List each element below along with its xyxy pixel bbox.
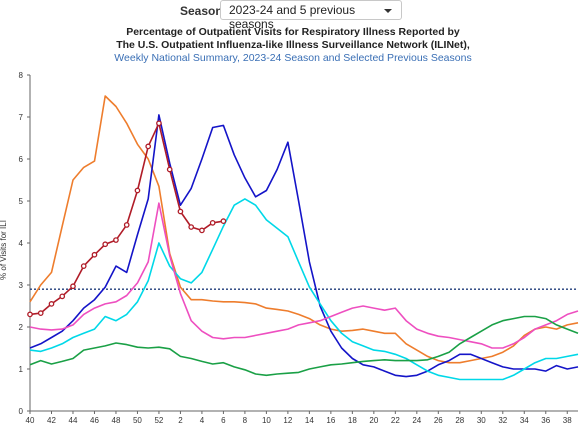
x-tick-label: 40 <box>26 416 35 425</box>
x-tick-label: 28 <box>455 416 464 425</box>
y-tick-label: 6 <box>19 155 24 164</box>
y-tick-label: 5 <box>19 197 24 206</box>
x-tick-label: 12 <box>283 416 292 425</box>
series-point <box>48 301 55 307</box>
series-line-1 <box>29 114 579 378</box>
season-dropdown-value: 2023-24 and 5 previous seasons <box>229 3 356 31</box>
series-point <box>166 166 173 173</box>
x-tick-label: 26 <box>434 416 443 425</box>
series-point <box>70 283 76 290</box>
x-tick-label: 10 <box>262 416 271 425</box>
chart-titles: Percentage of Outpatient Visits for Resp… <box>0 26 586 65</box>
series-point <box>91 251 98 258</box>
series-line-2 <box>29 198 579 381</box>
x-tick-label: 46 <box>90 416 99 425</box>
x-tick-label: 22 <box>391 416 400 425</box>
x-tick-label: 32 <box>498 416 507 425</box>
series-point <box>37 310 44 316</box>
x-tick-label: 48 <box>112 416 121 425</box>
series-point <box>209 219 216 226</box>
series-point <box>123 222 130 228</box>
chart-series <box>27 95 579 381</box>
x-tick-label: 44 <box>69 416 78 425</box>
chart-title-line2: The U.S. Outpatient Influenza-like Illne… <box>116 39 470 51</box>
y-tick-label: 4 <box>19 239 24 248</box>
x-tick-label: 2 <box>178 416 183 425</box>
y-tick-label: 1 <box>19 365 24 374</box>
series-point <box>80 263 87 269</box>
x-tick-label: 20 <box>369 416 378 425</box>
series-line-5 <box>29 122 224 316</box>
series-point <box>220 218 227 225</box>
series-line-3 <box>29 202 579 349</box>
x-tick-label: 52 <box>154 416 163 425</box>
series-point <box>59 293 66 300</box>
y-tick-label: 2 <box>19 323 24 332</box>
x-tick-label: 16 <box>326 416 335 425</box>
series-point <box>188 224 195 230</box>
x-tick-label: 34 <box>520 416 529 425</box>
chart-title: Percentage of Outpatient Visits for Resp… <box>126 26 460 38</box>
x-tick-label: 30 <box>477 416 486 425</box>
series-point <box>113 237 119 243</box>
x-tick-label: 4 <box>200 416 205 425</box>
season-bar: Season: 2023-24 and 5 previous seasons <box>0 0 586 31</box>
x-tick-label: 38 <box>563 416 572 425</box>
chart-subtitle: Weekly National Summary, 2023-24 Season … <box>114 52 472 64</box>
y-tick-label: 8 <box>19 71 24 80</box>
series-point <box>102 241 109 248</box>
series-line-4 <box>29 315 579 377</box>
series-point <box>27 311 33 318</box>
season-label: Season: <box>180 4 227 18</box>
x-tick-label: 36 <box>541 416 550 425</box>
x-tick-label: 42 <box>47 416 56 425</box>
x-tick-label: 8 <box>243 416 248 425</box>
y-axis-label: % of Visits for ILI <box>0 220 8 280</box>
x-tick-label: 24 <box>412 416 421 425</box>
series-point <box>199 227 205 234</box>
y-tick-label: 3 <box>19 281 24 290</box>
x-tick-label: 18 <box>348 416 357 425</box>
series-point <box>177 208 184 215</box>
series-point <box>134 187 141 194</box>
chevron-down-icon <box>384 9 392 13</box>
series-line-0 <box>29 95 579 364</box>
x-tick-label: 50 <box>133 416 142 425</box>
y-tick-label: 7 <box>19 113 24 122</box>
y-tick-label: 0 <box>19 407 24 416</box>
x-tick-label: 6 <box>221 416 226 425</box>
series-point <box>156 120 162 127</box>
series-point <box>145 143 152 150</box>
season-dropdown[interactable]: 2023-24 and 5 previous seasons <box>220 0 402 31</box>
x-tick-label: 14 <box>305 416 314 425</box>
